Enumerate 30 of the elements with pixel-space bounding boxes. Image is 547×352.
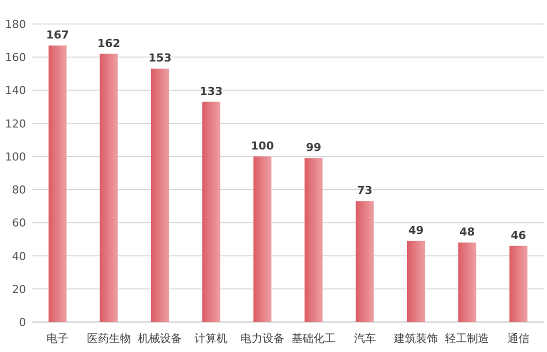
data-label: 49 (408, 224, 424, 237)
data-label: 162 (97, 36, 120, 50)
x-tick-label: 轻工制造 (445, 332, 490, 345)
data-label: 46 (510, 228, 526, 242)
x-tick-label: 电子 (46, 332, 69, 345)
y-tick-label: 120 (5, 117, 26, 130)
x-tick-label: 计算机 (194, 332, 228, 345)
y-tick-label: 180 (5, 18, 26, 31)
y-tick-label: 40 (12, 250, 26, 263)
y-tick-label: 80 (12, 184, 26, 197)
x-tick-label: 电力设备 (240, 332, 284, 345)
y-tick-label: 0 (19, 316, 26, 329)
y-tick-label: 160 (5, 51, 26, 64)
data-label: 153 (148, 52, 172, 65)
y-tick-label: 20 (12, 282, 26, 296)
x-tick-label: 汽车 (354, 332, 376, 345)
data-label: 48 (460, 226, 475, 239)
y-tick-label: 140 (5, 84, 26, 98)
x-tick-label: 基础化工 (292, 332, 336, 345)
x-tick-label: 机械设备 (138, 332, 182, 345)
data-label: 167 (46, 28, 70, 42)
y-tick-label: 60 (12, 216, 26, 230)
data-label: 99 (306, 141, 322, 154)
data-label: 133 (200, 84, 223, 98)
x-tick-label: 通信 (507, 332, 530, 345)
data-label: 100 (250, 139, 274, 152)
x-tick-label: 建筑装饰 (393, 332, 438, 345)
data-label: 73 (357, 184, 372, 198)
y-tick-label: 100 (5, 150, 26, 164)
x-tick-label: 医药生物 (86, 332, 131, 345)
